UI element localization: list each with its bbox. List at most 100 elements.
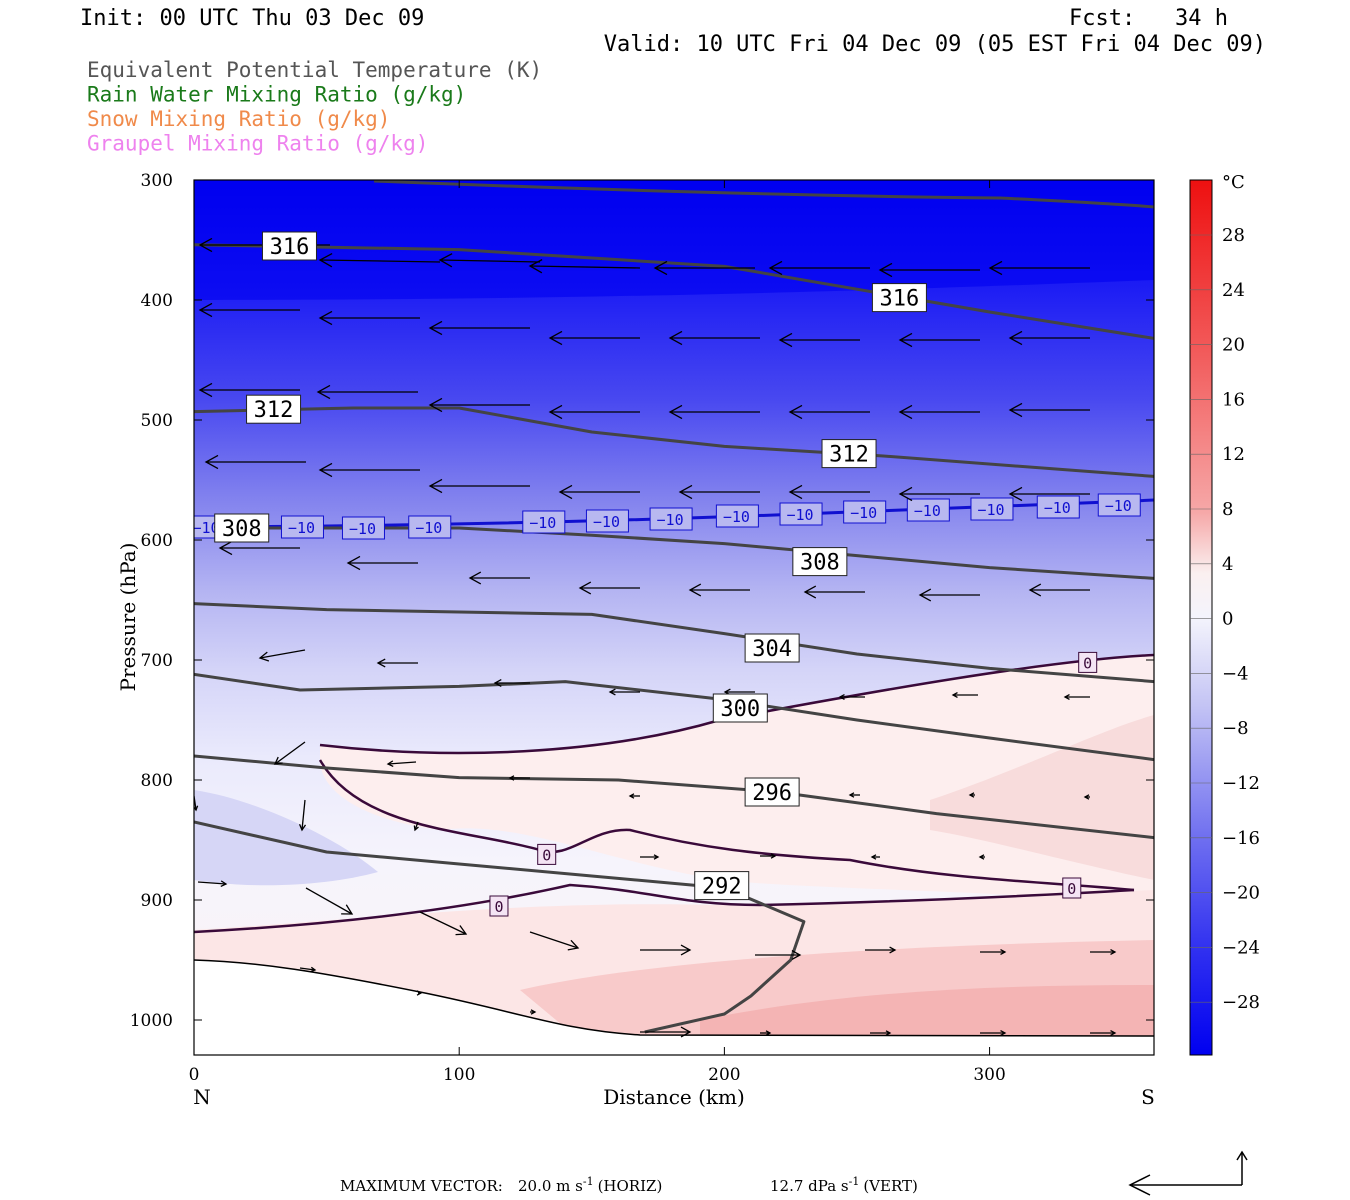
contour-label: 292 [702,875,742,900]
colorbar-tick-label: 0 [1222,609,1233,630]
wind-vector-head [791,949,802,961]
wind-vector-head [889,946,897,954]
wind-vector-head [951,691,958,699]
colorbar-tick-label: 12 [1222,444,1245,465]
x-tick-label: 300 [973,1065,1005,1085]
theta-e-contour [373,180,1154,209]
wind-vector-head [1008,330,1023,346]
wind-vector-head [346,555,361,571]
wind-vector-head [668,404,683,420]
warm-layer-core [930,715,1154,880]
minus10-label: −10 [977,501,1004,519]
wind-vector-head [678,484,693,500]
minus10-label-box [715,504,759,528]
minus10-label-box [585,509,629,533]
wind-vector-head [198,302,213,318]
wind-vector-head [428,397,443,413]
minus10-label: −10 [529,514,556,532]
wind-vectors [194,237,1117,1038]
wind-vector-head [220,880,228,888]
wind-vector-head [318,253,333,268]
wind-vector [305,887,353,915]
contour-label-box [744,633,800,663]
contour-label: 296 [752,781,792,806]
theta-e-contour [194,820,806,1034]
minus10-label-box [906,498,950,522]
y-axis-label: Pressure (hPa) [116,543,140,692]
wind-vector [419,911,467,935]
wind-vector-head [508,775,515,781]
wind-vector-head [885,1030,892,1036]
wind-vector-head [653,260,668,276]
contour-label-box [489,895,509,917]
minus10-label-box [649,507,693,531]
colorbar-tick-label: −28 [1222,992,1260,1013]
legend-entry: Rain Water Mixing Ratio (g/kg) [87,83,466,107]
theta-e-contour [194,672,1154,762]
wind-vector-head [968,792,975,798]
colorbar-tick-label: 8 [1222,499,1233,520]
wind-vector [197,881,227,885]
wind-vector [439,259,541,263]
wind-vector-head [680,1026,692,1038]
y-tick-label: 800 [141,771,173,791]
contour-label-box [1062,877,1082,899]
wind-vector [259,649,306,659]
colorbar-tick-label: −16 [1222,828,1260,849]
colorbar-tick-label: 20 [1222,335,1245,356]
wind-vector-head [918,588,932,602]
colorbar-tick-label: −20 [1222,883,1260,904]
y-tick-label: 700 [141,651,173,671]
colorbar-ticks: 28 24 20 16 12 8 4 0 −4 −8 −12 −16 −20 −24 −28 [1190,225,1260,1013]
wind-vector-head [530,1009,537,1015]
wind-vector-head [778,332,793,348]
low-level-cold-pocket [194,790,378,886]
wind-vector-head [528,259,543,274]
wind-vector-head [1083,794,1090,800]
colorbar-tick-label: 4 [1222,554,1233,575]
minus10-label-box [1036,495,1080,519]
plot-area: −10 −10 −10 −10 −10 −10 −10 −10 −10 −10 −10 −10 −10 −… [192,180,1154,1055]
x-tick-label: 200 [708,1065,740,1085]
minus10-label-box [408,515,452,539]
y-tick-label: 400 [141,291,173,311]
wind-vector-head [548,404,563,420]
legend-entry: Equivalent Potential Temperature (K) [87,58,542,82]
x-end-label-north: N [193,1085,211,1109]
wind-vector-head [386,760,394,768]
legend-entry: Snow Mixing Ratio (g/kg) [87,107,390,131]
forecast-hour: Fcst: 34 h [1069,6,1228,31]
minus10-label-box [522,510,566,534]
y-tick-label: 500 [141,411,173,431]
wind-vector-head [428,478,443,494]
wind-vector-head [978,854,985,860]
wind-vector [301,799,306,831]
legend-entry: Graupel Mixing Ratio (g/kg) [87,132,428,156]
contour-label-box [214,513,270,543]
theta-e-contours [194,180,1154,1034]
minus10-label: −10 [723,508,750,526]
x-axis: 0 100 200 300 [189,180,1006,1085]
wind-vector-head [298,824,307,832]
wind-vector-head [493,678,502,688]
minus10-label-box [280,515,324,539]
wind-vector-head [198,382,213,398]
wind-vector [299,967,316,971]
minus10-label-box [1097,493,1141,517]
warm-layer-shading [320,655,1154,905]
colorbar-tick-label: −8 [1222,718,1249,739]
theta-e-contour [194,243,1154,340]
minus10-label: −10 [593,513,620,531]
minus10-label: −10 [192,519,219,537]
contour-label-box [871,283,927,313]
wind-vector-head [653,854,660,860]
colorbar-tick-label: −12 [1222,773,1260,794]
wind-vector-head [198,237,213,253]
contour-label-box [712,693,768,723]
wind-vector-head [376,658,386,668]
wind-vector-head [578,581,592,595]
y-axis: 300 400 500 600 700 800 900 1000 [130,171,1154,1031]
minus10-label: −10 [1105,497,1132,515]
wind-vector-head [218,540,233,556]
wind-vector-head [1008,402,1023,418]
